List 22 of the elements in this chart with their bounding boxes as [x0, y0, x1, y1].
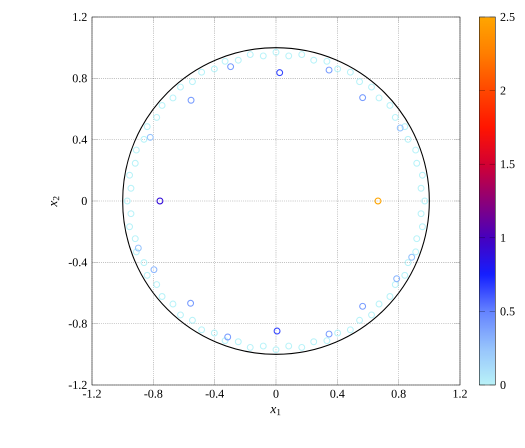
y-tick-label: -0.8	[68, 320, 87, 328]
x-tick-label: 0.8	[392, 390, 406, 398]
color-bar-label: 0.5	[500, 307, 515, 316]
y-tick-label: 0.4	[72, 136, 88, 144]
x-tick-label: 0.4	[330, 390, 345, 398]
y-tick-label: -1.2	[68, 380, 87, 390]
y-tick-label: 0	[82, 196, 87, 206]
color-bar-label: 1.5	[501, 160, 515, 168]
x-tick-label: -0.8	[144, 390, 162, 398]
x-tick-label: 1.2	[454, 390, 467, 398]
color-bar-label: 0	[500, 380, 506, 390]
y-tick-label: -0.4	[68, 258, 88, 266]
color-bar-label: 2.5	[500, 12, 515, 22]
x-tick-label: -0.4	[206, 390, 224, 398]
y-tick-label: 1.2	[73, 12, 87, 22]
color-bar-label: 1	[501, 234, 506, 242]
x-axis-title: x$_{1}$	[270, 406, 280, 416]
color-bar-label: 2	[500, 86, 506, 95]
x-tick-label: -1.2	[82, 390, 101, 398]
x-tick-label: 0	[273, 390, 279, 398]
y-axis-title: x$_{2}$	[51, 196, 60, 207]
y-tick-label: 0.8	[72, 74, 87, 82]
